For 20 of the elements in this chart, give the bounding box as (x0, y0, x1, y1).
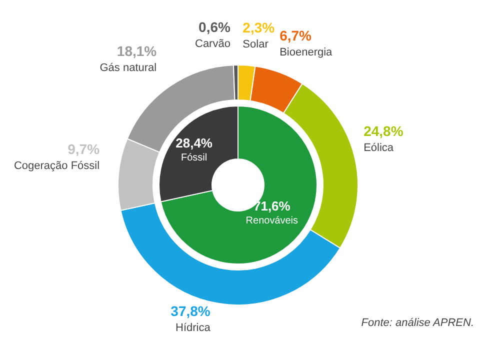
slice-label: Fóssil (181, 152, 208, 164)
data-label: 24,8% (364, 122, 404, 139)
data-label: 2,3% (242, 19, 276, 36)
slice-label: Solar (242, 38, 269, 50)
donut-slice (160, 106, 318, 264)
slice-label: Renováveis (246, 215, 298, 226)
slice-label: Hídrica (176, 322, 212, 334)
slice-label: Carvão (195, 38, 230, 50)
data-label: 71,6% (253, 198, 291, 214)
data-label: 9,7% (68, 140, 100, 157)
data-label: 28,4% (176, 136, 213, 151)
data-label: 0,6% (198, 19, 232, 36)
slice-label: Cogeração Fóssil (14, 160, 100, 172)
source-note: Fonte: análise APREN. (361, 317, 474, 329)
slice-label: Gás natural (100, 62, 157, 74)
data-label: 37,8% (170, 303, 211, 320)
slice-label: Bioenergia (280, 46, 334, 58)
slice-label: Eólica (364, 142, 394, 154)
data-label: 6,7% (280, 27, 312, 44)
data-label: 18,1% (116, 42, 158, 59)
